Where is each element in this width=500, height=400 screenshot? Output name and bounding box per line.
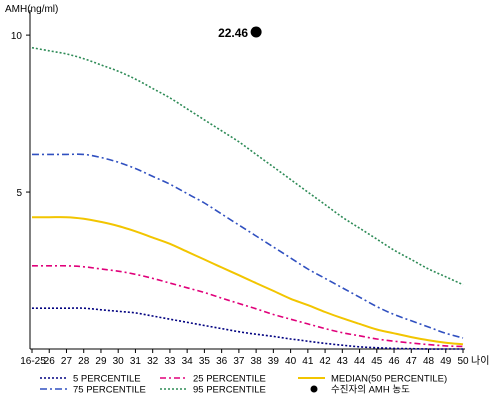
patient-amh-value-label: 22.46 [218, 26, 248, 40]
patient-amh-point [250, 26, 262, 38]
x-tick-label: 16-25 [20, 356, 46, 367]
legend-label: 75 PERCENTILE [73, 385, 146, 396]
x-tick-label: 50 [457, 356, 469, 367]
y-tick-label: 10 [11, 31, 23, 42]
series-line-75-percentile [32, 153, 464, 339]
x-tick-label: 42 [320, 356, 332, 367]
x-tick-label: 30 [113, 356, 125, 367]
series-layer [31, 46, 464, 350]
series-line-5-percentile [32, 307, 463, 350]
x-tick-label: 36 [216, 356, 228, 367]
legend-dot-swatch [310, 385, 318, 393]
x-tick-label: 27 [61, 356, 73, 367]
x-tick-label: 47 [406, 356, 418, 367]
legend-label: 5 PERCENTILE [73, 374, 141, 385]
legend-label: 수진자의 AMH 농도 [331, 385, 410, 396]
x-tick-label: 38 [251, 356, 263, 367]
x-tick-label: 45 [371, 356, 383, 367]
legend-label: 25 PERCENTILE [193, 374, 266, 385]
legend-label: MEDIAN(50 PERCENTILE) [331, 374, 447, 385]
y-tick-label: 5 [16, 188, 22, 199]
x-tick-label: 32 [147, 356, 159, 367]
x-tick-label: 44 [354, 356, 366, 367]
x-tick-label: 35 [199, 356, 211, 367]
y-axis-label: AMH(ng/ml) [5, 4, 58, 15]
series-line-95-percentile [31, 46, 464, 286]
x-tick-label: 43 [337, 356, 349, 367]
x-axis-label: 나이 [471, 355, 489, 367]
x-tick-label: 31 [130, 356, 142, 367]
series-line-25-percentile [32, 264, 464, 348]
x-tick-label: 40 [285, 356, 297, 367]
x-tick-label: 48 [423, 356, 435, 367]
x-tick-label: 37 [233, 356, 245, 367]
x-tick-label: 34 [182, 356, 194, 367]
x-tick-label: 41 [302, 356, 314, 367]
legend-label: 95 PERCENTILE [193, 385, 266, 396]
x-tick-label: 46 [388, 356, 400, 367]
x-tick-label: 29 [95, 356, 107, 367]
x-tick-label: 28 [78, 356, 90, 367]
x-tick-label: 33 [164, 356, 176, 367]
x-tick-label: 49 [440, 356, 452, 367]
x-tick-label: 39 [268, 356, 280, 367]
highlight-layer: 22.46 [218, 26, 262, 40]
series-line-median-50-percentile [31, 216, 464, 346]
legend: 5 PERCENTILE 25 PERCENTILE MEDIAN(50 PERCE… [40, 374, 447, 396]
x-tick-label: 26 [44, 356, 56, 367]
